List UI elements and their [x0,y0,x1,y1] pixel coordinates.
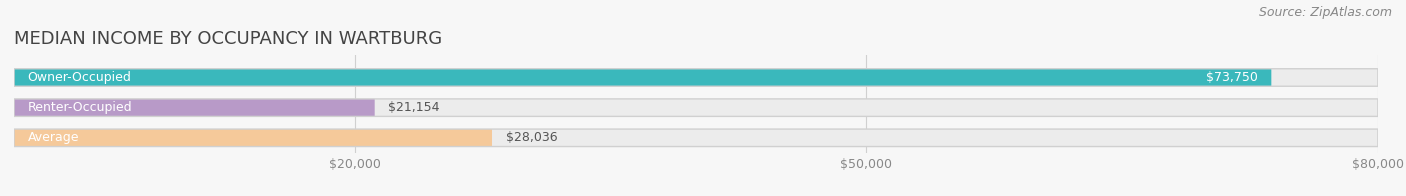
FancyBboxPatch shape [14,99,374,116]
Text: Source: ZipAtlas.com: Source: ZipAtlas.com [1258,6,1392,19]
FancyBboxPatch shape [14,69,1271,86]
Text: Renter-Occupied: Renter-Occupied [28,101,132,114]
FancyBboxPatch shape [14,129,492,147]
Text: Owner-Occupied: Owner-Occupied [28,71,132,84]
Text: MEDIAN INCOME BY OCCUPANCY IN WARTBURG: MEDIAN INCOME BY OCCUPANCY IN WARTBURG [14,30,441,48]
FancyBboxPatch shape [14,69,1378,86]
Text: $21,154: $21,154 [388,101,440,114]
Text: Average: Average [28,131,79,144]
Text: $28,036: $28,036 [506,131,557,144]
FancyBboxPatch shape [14,129,1378,147]
FancyBboxPatch shape [14,99,1378,116]
Text: $73,750: $73,750 [1206,71,1258,84]
